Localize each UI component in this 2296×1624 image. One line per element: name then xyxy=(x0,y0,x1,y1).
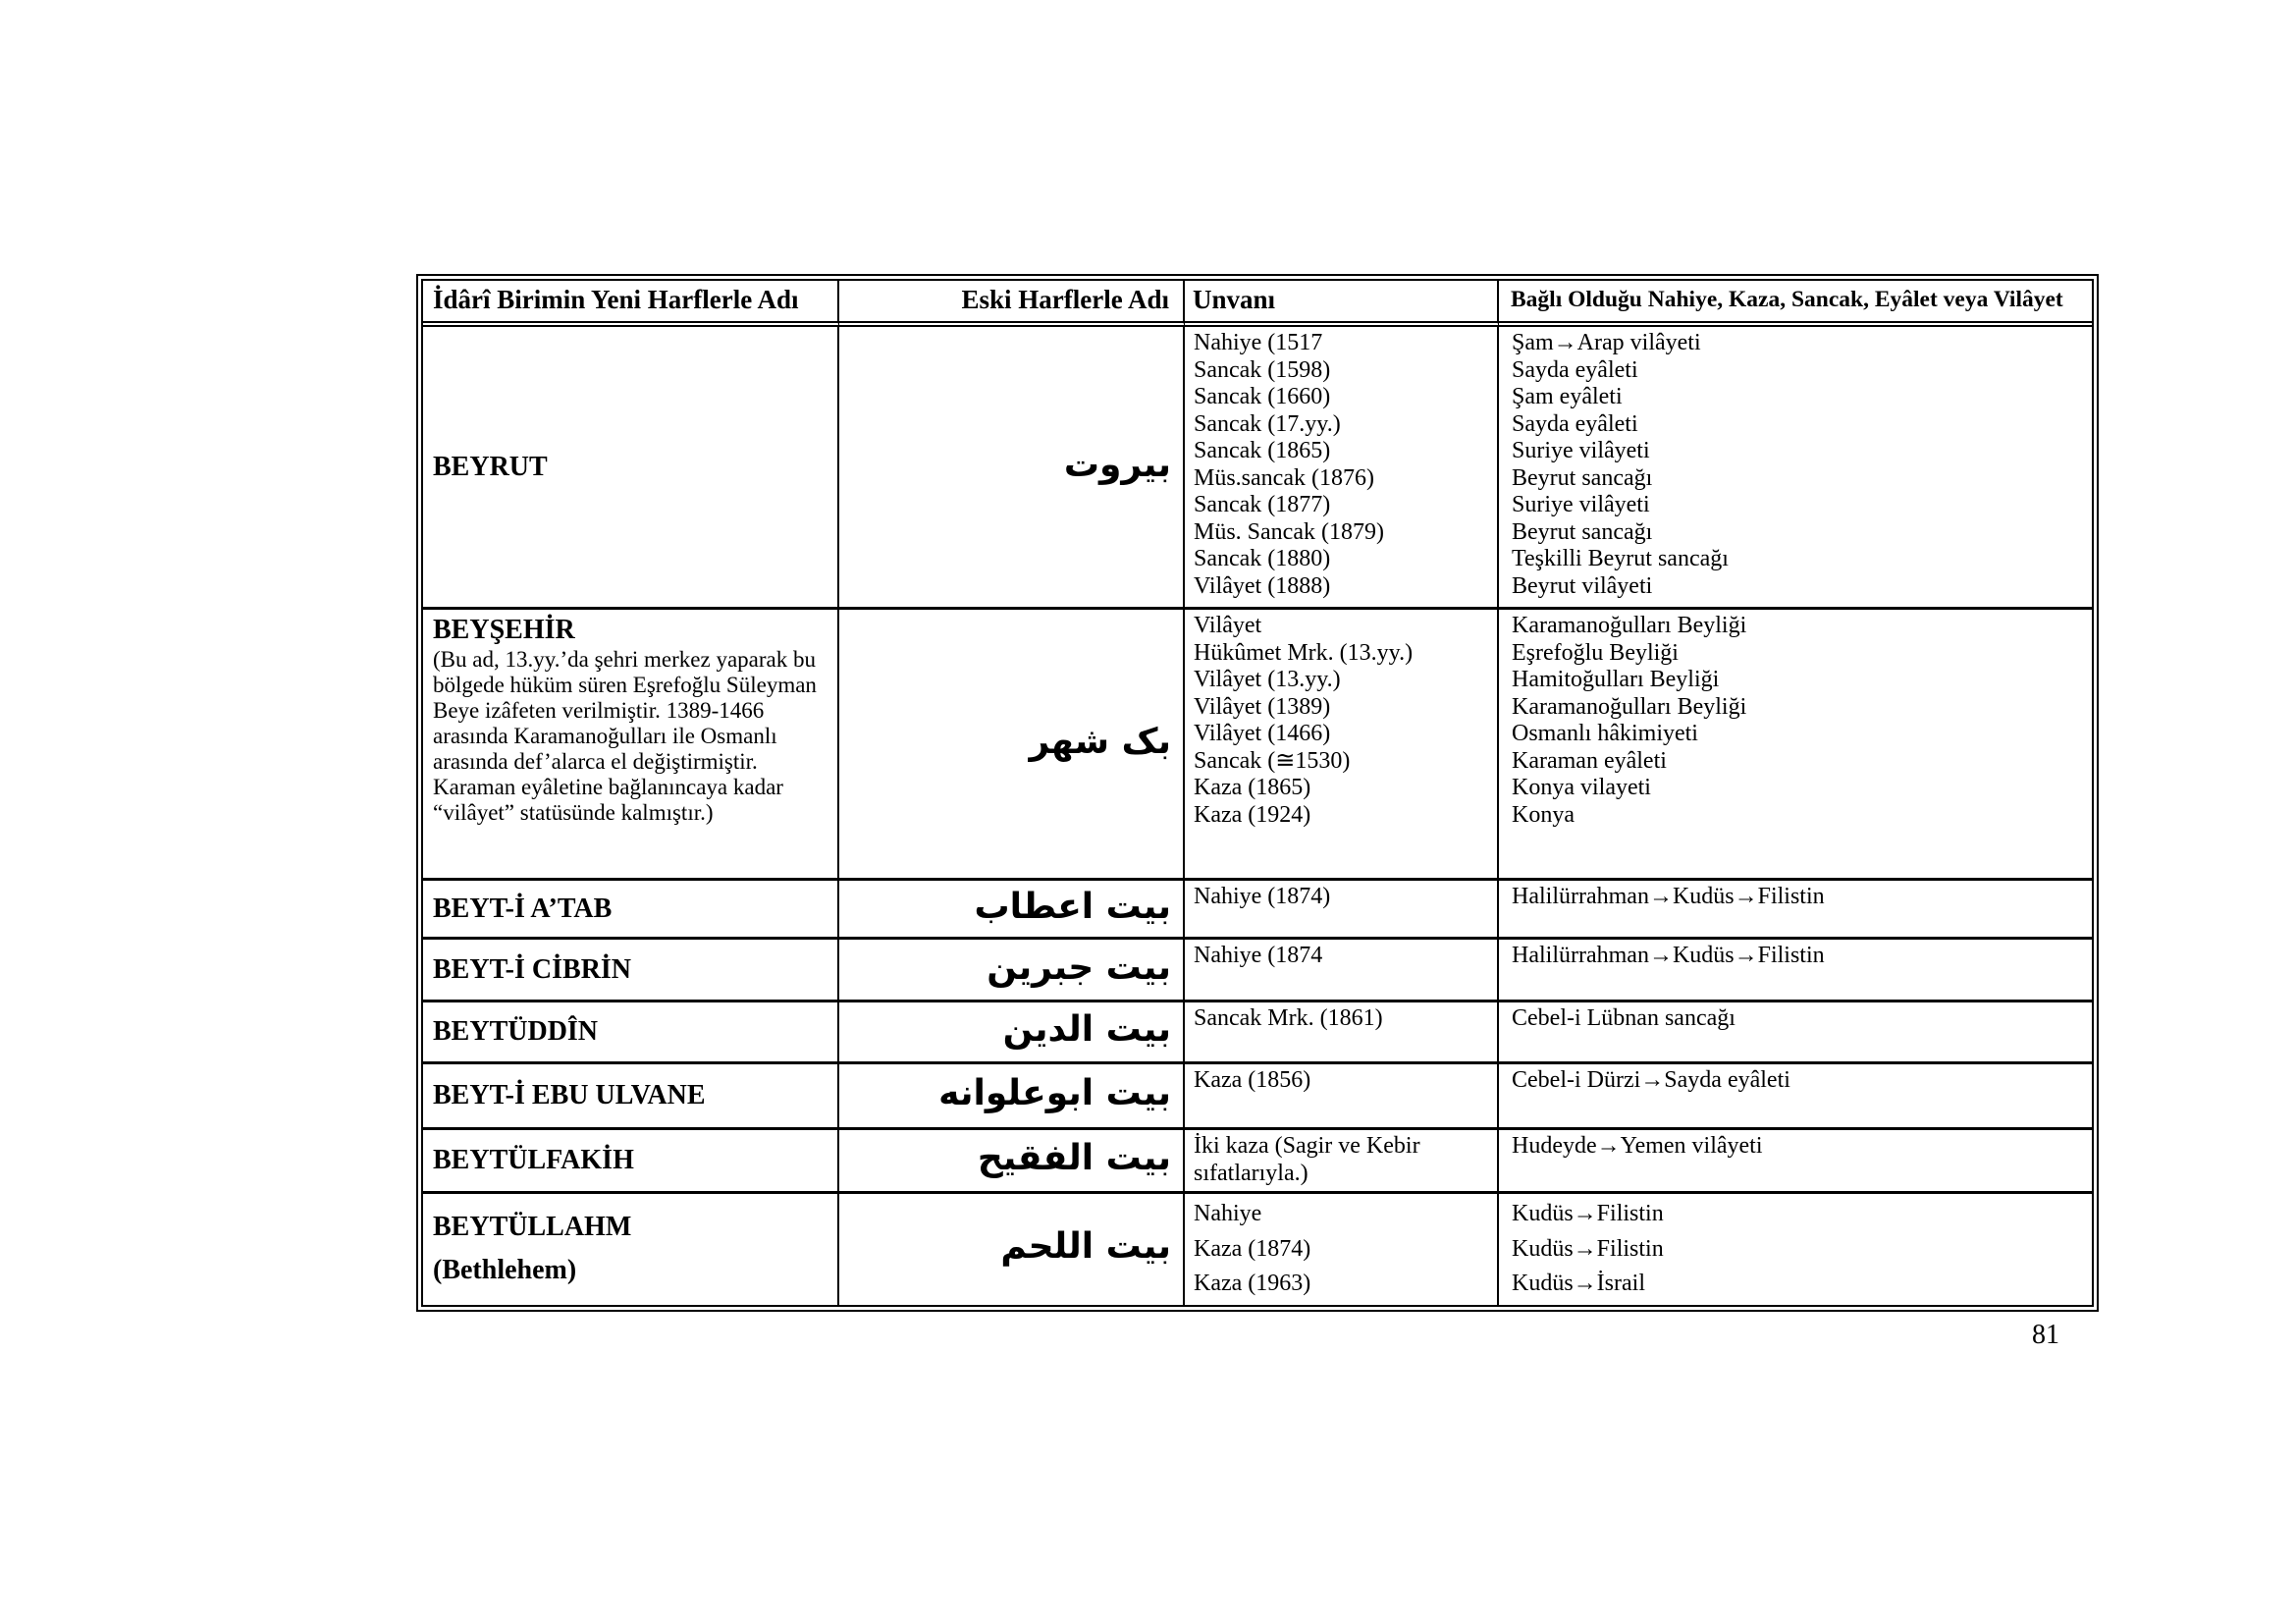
header-title: Unvanı xyxy=(1185,281,1499,327)
unit-name: BEYT-İ CİBRİN xyxy=(433,953,632,985)
unit-name: BEYT-İ EBU ULVANE xyxy=(433,1080,706,1110)
unvan-list: Nahiye (1874) xyxy=(1185,881,1499,940)
table-row-beysehir: BEYŞEHİR (Bu ad, 13.yy.’da şehri merkez … xyxy=(423,610,2092,881)
bagli-list: Karamanoğulları Beyliği Eşrefoğlu Beyliği… xyxy=(1499,610,2092,881)
unit-name: BEYTÜLLAHM xyxy=(433,1212,632,1243)
bagli-list: Halilürrahman→Kudüs→Filistin xyxy=(1499,881,2092,940)
bagli-list: Kudüs→Filistin Kudüs→Filistin Kudüs→İsrail xyxy=(1512,1201,1664,1296)
table-row-beytuddin: BEYTÜDDÎN بيت الدين Sancak Mrk. (1861) C… xyxy=(423,1002,2092,1064)
unit-name: BEYT-İ A’TAB xyxy=(433,893,613,924)
table-header-row: İdârî Birimin Yeni Harflerle Adı Eski Ha… xyxy=(423,281,2092,327)
page-number: 81 xyxy=(2032,1320,2059,1350)
unit-name-arabic: بيت الدين xyxy=(1002,1009,1171,1050)
unvan-list: Nahiye (1874 xyxy=(1185,940,1499,1002)
unit-name-arabic: بيت جبرين xyxy=(987,947,1171,988)
unvan-list: Nahiye (1517 Sancak (1598) Sancak (1660) Sa… xyxy=(1185,327,1499,610)
unit-name-sub: (Bethlehem) xyxy=(433,1255,577,1286)
unit-name-arabic: بيت اعطاب xyxy=(974,886,1171,927)
unit-name: BEYTÜDDÎN xyxy=(433,1016,599,1047)
unvan-list: İki kaza (Sagir ve Kebir sıfatlarıyla.) xyxy=(1185,1130,1499,1194)
bagli-list: Hudeyde→Yemen vilâyeti xyxy=(1499,1130,2092,1194)
unit-note: (Bu ad, 13.yy.’da şehri merkez yaparak b… xyxy=(433,647,817,825)
bagli-list: Cebel-i Lübnan sancağı xyxy=(1499,1002,2092,1064)
unit-name-arabic: بک شهر xyxy=(1029,721,1171,762)
unit-name-arabic: بيت الفقيح xyxy=(977,1138,1171,1178)
unit-name: BEYTÜLFAKİH xyxy=(433,1145,634,1175)
unit-name-arabic: بيت ابوعلوانه xyxy=(938,1073,1171,1113)
table-row-beytulfakih: BEYTÜLFAKİH بيت الفقيح İki kaza (Sagir v… xyxy=(423,1130,2092,1194)
bagli-list: Şam→Arap vilâyeti Sayda eyâleti Şam eyâlet… xyxy=(1499,327,2092,610)
header-affiliation: Bağlı Olduğu Nahiye, Kaza, Sancak, Eyâle… xyxy=(1499,281,2092,327)
table-row-beyt-i-cibrin: BEYT-İ CİBRİN بيت جبرين Nahiye (1874 Hal… xyxy=(423,940,2092,1002)
unvan-list: Vilâyet Hükûmet Mrk. (13.yy.) Vilâyet (13.… xyxy=(1185,610,1499,881)
unvan-list: Nahiye Kaza (1874) Kaza (1963) xyxy=(1185,1194,1499,1305)
table-row-beytullahm: BEYTÜLLAHM (Bethlehem) بيت اللحم Nahiye K… xyxy=(423,1194,2092,1305)
table-row-beyt-i-atab: BEYT-İ A’TAB بيت اعطاب Nahiye (1874) Hal… xyxy=(423,881,2092,940)
unit-name-arabic: بيت اللحم xyxy=(1000,1226,1171,1268)
header-old-letters-name: Eski Harflerle Adı xyxy=(839,281,1185,327)
unit-name-arabic: بيروت xyxy=(1063,444,1171,485)
header-new-letters-name: İdârî Birimin Yeni Harflerle Adı xyxy=(423,281,839,327)
table-row-beyt-i-ebu-ulvane: BEYT-İ EBU ULVANE بيت ابوعلوانه Kaza (18… xyxy=(423,1064,2092,1130)
bagli-list: Halilürrahman→Kudüs→Filistin xyxy=(1499,940,2092,1002)
table-row-beyrut: BEYRUT بيروت Nahiye (1517 Sancak (1598) Sa… xyxy=(423,327,2092,610)
unvan-list: Sancak Mrk. (1861) xyxy=(1185,1002,1499,1064)
unvan-list: Kaza (1856) xyxy=(1185,1064,1499,1130)
bagli-list: Cebel-i Dürzi→Sayda eyâleti xyxy=(1499,1064,2092,1130)
unit-name: BEYŞEHİR xyxy=(433,615,575,645)
unit-name: BEYRUT xyxy=(433,451,548,482)
admin-units-table: İdârî Birimin Yeni Harflerle Adı Eski Ha… xyxy=(416,274,2099,1312)
